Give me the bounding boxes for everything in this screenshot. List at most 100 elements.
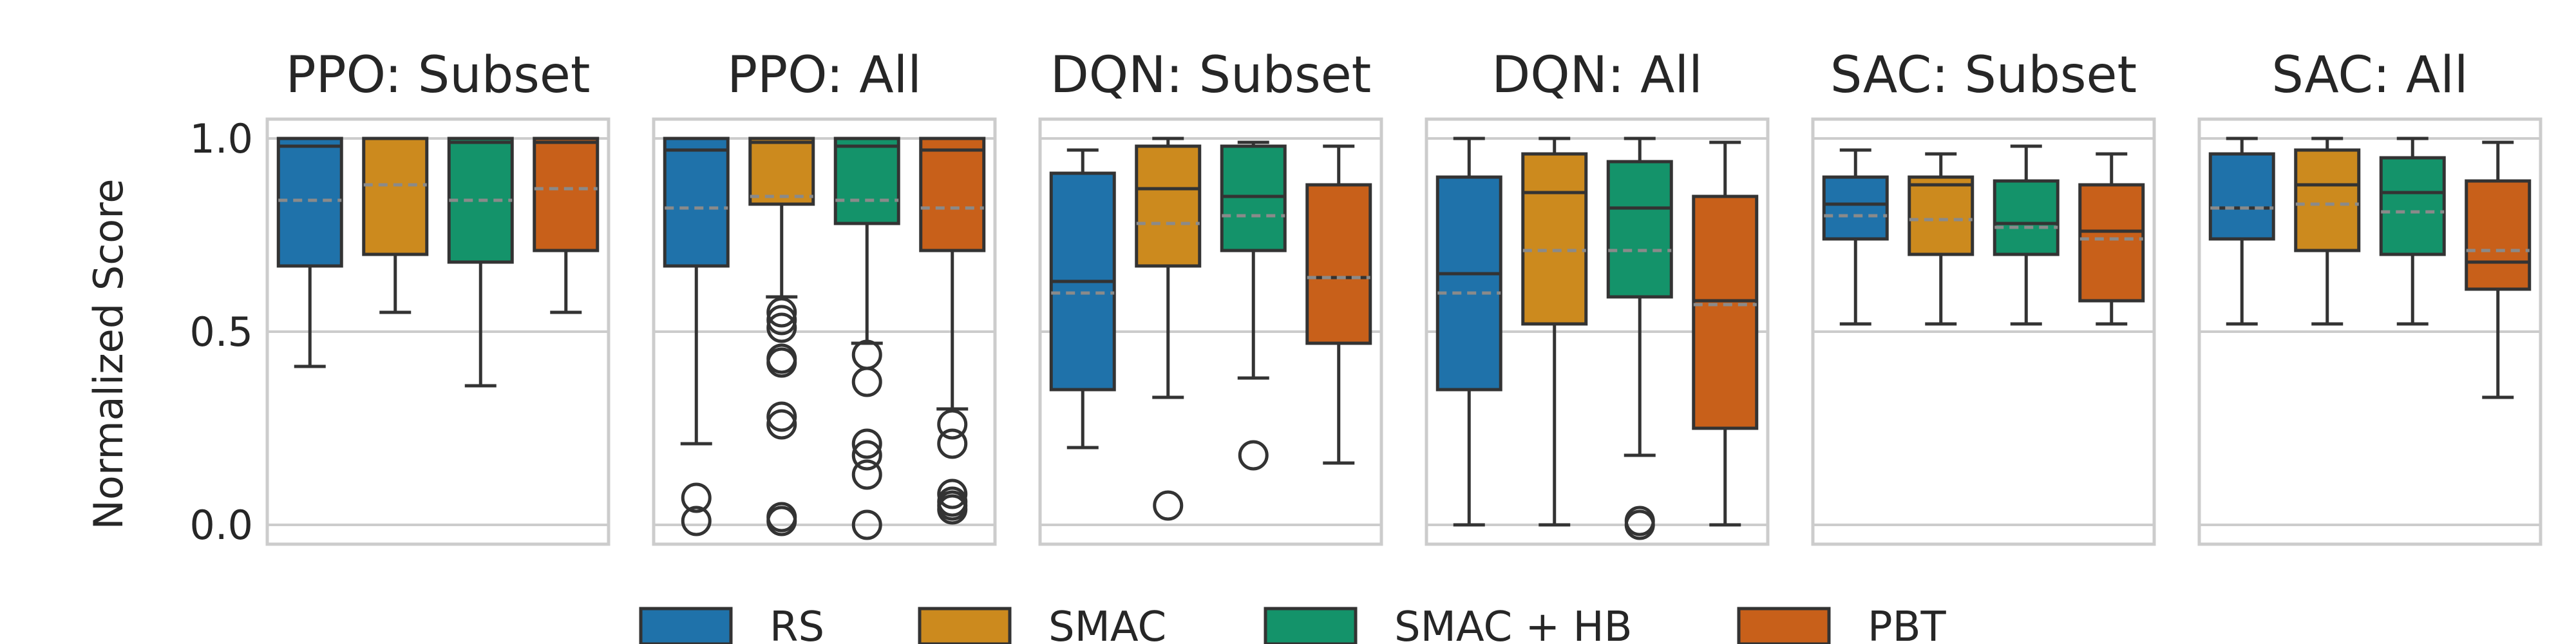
box-body [833, 137, 900, 225]
outlier-point [766, 347, 797, 378]
box-body [663, 137, 730, 268]
box-body [2078, 183, 2145, 303]
legend-swatch [639, 607, 733, 644]
legend-item-smac: SMAC [918, 603, 1166, 644]
box-body [2379, 156, 2446, 256]
panel-title: DQN: All [1492, 46, 1703, 104]
panel-title: PPO: All [727, 46, 922, 104]
box-body [1521, 152, 1588, 326]
legend-label: SMAC [1048, 603, 1166, 644]
panel-frame [652, 117, 997, 546]
outlier-point [1624, 509, 1655, 540]
outlier-point [766, 401, 797, 432]
legend-label: RS [770, 603, 824, 644]
box-body [2208, 152, 2275, 241]
box-body [1993, 179, 2060, 256]
panel-frame [1425, 117, 1770, 546]
box-rs [1435, 137, 1502, 527]
outlier-point [937, 409, 968, 440]
box-body [919, 137, 986, 252]
outlier-point [851, 339, 882, 370]
box-body [1135, 144, 1202, 268]
box-smac-hb [1993, 144, 2060, 326]
legend-swatch [918, 607, 1012, 644]
outlier-point [937, 478, 968, 509]
box-rs [1049, 148, 1116, 450]
box-rs [1822, 148, 1889, 326]
box-pbt [919, 137, 986, 525]
panel-title: DQN: Subset [1050, 46, 1372, 104]
panel-dqn-subset: DQN: Subset [1038, 46, 1383, 546]
box-body [1692, 194, 1759, 430]
panel-frame [1038, 117, 1383, 546]
outlier-point [681, 482, 712, 513]
panel-title: SAC: All [2271, 46, 2468, 104]
legend-swatch [1737, 607, 1831, 644]
legend-label: SMAC + HB [1394, 603, 1633, 644]
box-body [1220, 144, 1287, 252]
box-rs [2208, 137, 2275, 326]
legend-item-rs: RS [639, 603, 824, 644]
legend: RS SMAC SMAC + HB PBT [639, 603, 1947, 644]
box-pbt [2465, 140, 2532, 399]
box-smac [1521, 137, 1588, 527]
outlier-point [766, 506, 797, 536]
outlier-point [681, 506, 712, 536]
legend-label: PBT [1868, 603, 1947, 644]
box-pbt [2078, 152, 2145, 326]
box-body [1908, 175, 1975, 256]
outlier-point [766, 305, 797, 336]
box-rs [276, 137, 343, 368]
box-body [1305, 183, 1372, 345]
box-body [1435, 175, 1502, 392]
y-tick-label: 1.0 [189, 115, 253, 162]
box-smac [1135, 137, 1202, 521]
y-axis-title: Normalized Score [85, 179, 132, 530]
box-body [1822, 175, 1889, 241]
outlier-point [937, 494, 968, 525]
panel-frame [265, 117, 611, 546]
box-smac [748, 137, 815, 536]
outlier-point [851, 428, 882, 459]
box-body [533, 137, 600, 252]
panel-sac-subset: SAC: Subset [1811, 46, 2156, 546]
panel-ppo-subset: PPO: Subset [265, 46, 611, 546]
outlier-point [1153, 490, 1184, 521]
outlier-point [1238, 440, 1269, 471]
box-pbt [1305, 144, 1372, 465]
panel-sac-all: SAC: All [2197, 46, 2543, 546]
box-smac [1908, 152, 1975, 326]
panel-frame [1811, 117, 2156, 546]
outlier-point [851, 440, 882, 471]
panel-title: SAC: Subset [1830, 46, 2137, 104]
box-smac-hb [447, 137, 514, 388]
outlier-point [766, 297, 797, 328]
box-body [1606, 160, 1673, 299]
box-smac [362, 137, 429, 314]
legend-swatch [1264, 607, 1358, 644]
outlier-point [937, 428, 968, 459]
box-body [748, 137, 815, 206]
legend-item-smac-hb: SMAC + HB [1264, 603, 1633, 644]
box-body [2465, 179, 2532, 291]
panel-frame [2197, 117, 2543, 546]
box-body [2294, 148, 2361, 252]
panel-dqn-all: DQN: All [1425, 46, 1770, 546]
outlier-point [851, 366, 882, 397]
box-smac-hb [1220, 140, 1287, 471]
box-smac-hb [1606, 137, 1673, 540]
outlier-point [766, 409, 797, 440]
legend-item-pbt: PBT [1737, 603, 1947, 644]
box-smac-hb [833, 137, 900, 540]
panels: PPO: Subset PPO: All DQN: Subset DQN: All SA… [189, 46, 2543, 549]
outlier-point [851, 459, 882, 490]
panel-title: PPO: Subset [286, 46, 591, 104]
y-tick-label: 0.5 [189, 308, 253, 355]
panel-ppo-all: PPO: All [652, 46, 997, 546]
outlier-point [851, 509, 882, 540]
box-body [276, 137, 343, 268]
y-tick-label: 0.0 [189, 502, 253, 549]
box-pbt [533, 137, 600, 314]
box-smac-hb [2379, 137, 2446, 326]
